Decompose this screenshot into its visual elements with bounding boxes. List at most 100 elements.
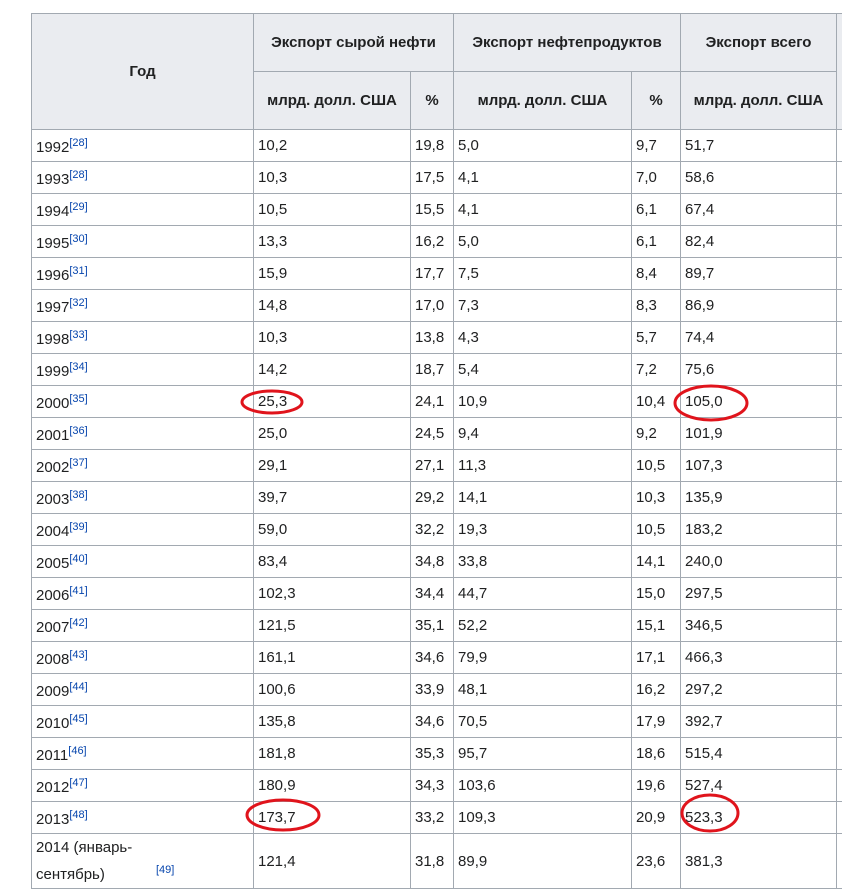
year: 1998 bbox=[36, 331, 69, 348]
cut-cell bbox=[837, 770, 842, 802]
products-pct: 6,1 bbox=[632, 194, 681, 226]
products-value: 48,1 bbox=[454, 674, 632, 706]
products-value: 4,3 bbox=[454, 322, 632, 354]
total-value: 381,3 bbox=[681, 834, 837, 889]
cut-cell bbox=[837, 578, 842, 610]
year-cell: 2003[38] bbox=[32, 482, 254, 514]
crude-pct: 34,6 bbox=[411, 706, 454, 738]
products-value: 5,0 bbox=[454, 226, 632, 258]
crude-value: 10,5 bbox=[254, 194, 411, 226]
total-value: 107,3 bbox=[681, 450, 837, 482]
year: 1993 bbox=[36, 171, 69, 188]
year: 1995 bbox=[36, 235, 69, 252]
total-value: 392,7 bbox=[681, 706, 837, 738]
year: 2005 bbox=[36, 555, 69, 572]
total-value: 183,2 bbox=[681, 514, 837, 546]
year: 2006 bbox=[36, 587, 69, 604]
crude-pct: 34,4 bbox=[411, 578, 454, 610]
crude-value: 10,3 bbox=[254, 322, 411, 354]
cut-cell bbox=[837, 226, 842, 258]
products-value: 79,9 bbox=[454, 642, 632, 674]
products-value: 7,5 bbox=[454, 258, 632, 290]
crude-pct: 19,8 bbox=[411, 130, 454, 162]
products-value: 14,1 bbox=[454, 482, 632, 514]
year: 2010 bbox=[36, 715, 69, 732]
products-pct: 17,1 bbox=[632, 642, 681, 674]
crude-pct: 33,2 bbox=[411, 802, 454, 834]
total-value: 75,6 bbox=[681, 354, 837, 386]
reference: [48] bbox=[69, 809, 87, 821]
year: 2001 bbox=[36, 427, 69, 444]
year-cell: 2009[44] bbox=[32, 674, 254, 706]
crude-value: 14,8 bbox=[254, 290, 411, 322]
year-cell: 1994[29] bbox=[32, 194, 254, 226]
products-value: 11,3 bbox=[454, 450, 632, 482]
crude-value: 180,9 bbox=[254, 770, 411, 802]
products-value: 95,7 bbox=[454, 738, 632, 770]
year: 1999 bbox=[36, 363, 69, 380]
cut-cell bbox=[837, 706, 842, 738]
products-pct: 16,2 bbox=[632, 674, 681, 706]
products-pct: 8,4 bbox=[632, 258, 681, 290]
cut-cell bbox=[837, 546, 842, 578]
crude-value: 121,4 bbox=[254, 834, 411, 889]
crude-pct: 24,5 bbox=[411, 418, 454, 450]
products-pct: 17,9 bbox=[632, 706, 681, 738]
crude-value: 121,5 bbox=[254, 610, 411, 642]
total-value: 527,4 bbox=[681, 770, 837, 802]
total-value: 240,0 bbox=[681, 546, 837, 578]
products-pct: 5,7 bbox=[632, 322, 681, 354]
crude-pct: 24,1 bbox=[411, 386, 454, 418]
products-pct: 10,4 bbox=[632, 386, 681, 418]
crude-value: 13,3 bbox=[254, 226, 411, 258]
products-value: 4,1 bbox=[454, 162, 632, 194]
crude-pct: 33,9 bbox=[411, 674, 454, 706]
header-products: Экспорт нефтепродуктов bbox=[454, 14, 681, 72]
year-cell: 2001[36] bbox=[32, 418, 254, 450]
year-cell: 2005[40] bbox=[32, 546, 254, 578]
year-cell: 2012[47] bbox=[32, 770, 254, 802]
products-value: 10,9 bbox=[454, 386, 632, 418]
year-cell: 1996[31] bbox=[32, 258, 254, 290]
crude-pct: 34,3 bbox=[411, 770, 454, 802]
reference: [46] bbox=[68, 745, 86, 757]
products-value: 89,9 bbox=[454, 834, 632, 889]
header-crude: Экспорт сырой нефти bbox=[254, 14, 454, 72]
year: 1996 bbox=[36, 267, 69, 284]
products-value: 70,5 bbox=[454, 706, 632, 738]
year: 2007 bbox=[36, 619, 69, 636]
year: 2008 bbox=[36, 651, 69, 668]
total-value: 515,4 bbox=[681, 738, 837, 770]
cut-cell bbox=[837, 738, 842, 770]
cut-cell bbox=[837, 258, 842, 290]
total-value: 58,6 bbox=[681, 162, 837, 194]
reference: [38] bbox=[69, 489, 87, 501]
year-cell: 1997[32] bbox=[32, 290, 254, 322]
reference: [44] bbox=[69, 681, 87, 693]
crude-pct: 15,5 bbox=[411, 194, 454, 226]
header-unit: млрд. долл. США bbox=[254, 72, 411, 130]
crude-value: 83,4 bbox=[254, 546, 411, 578]
cut-cell bbox=[837, 482, 842, 514]
crude-value: 25,0 bbox=[254, 418, 411, 450]
total-value: 466,3 bbox=[681, 642, 837, 674]
crude-value: 181,8 bbox=[254, 738, 411, 770]
cut-cell bbox=[837, 642, 842, 674]
reference: [28] bbox=[69, 169, 87, 181]
reference: [36] bbox=[69, 425, 87, 437]
cut-cell bbox=[837, 610, 842, 642]
crude-pct: 17,0 bbox=[411, 290, 454, 322]
header-total: Экспорт всего bbox=[681, 14, 837, 72]
year: 2004 bbox=[36, 523, 69, 540]
